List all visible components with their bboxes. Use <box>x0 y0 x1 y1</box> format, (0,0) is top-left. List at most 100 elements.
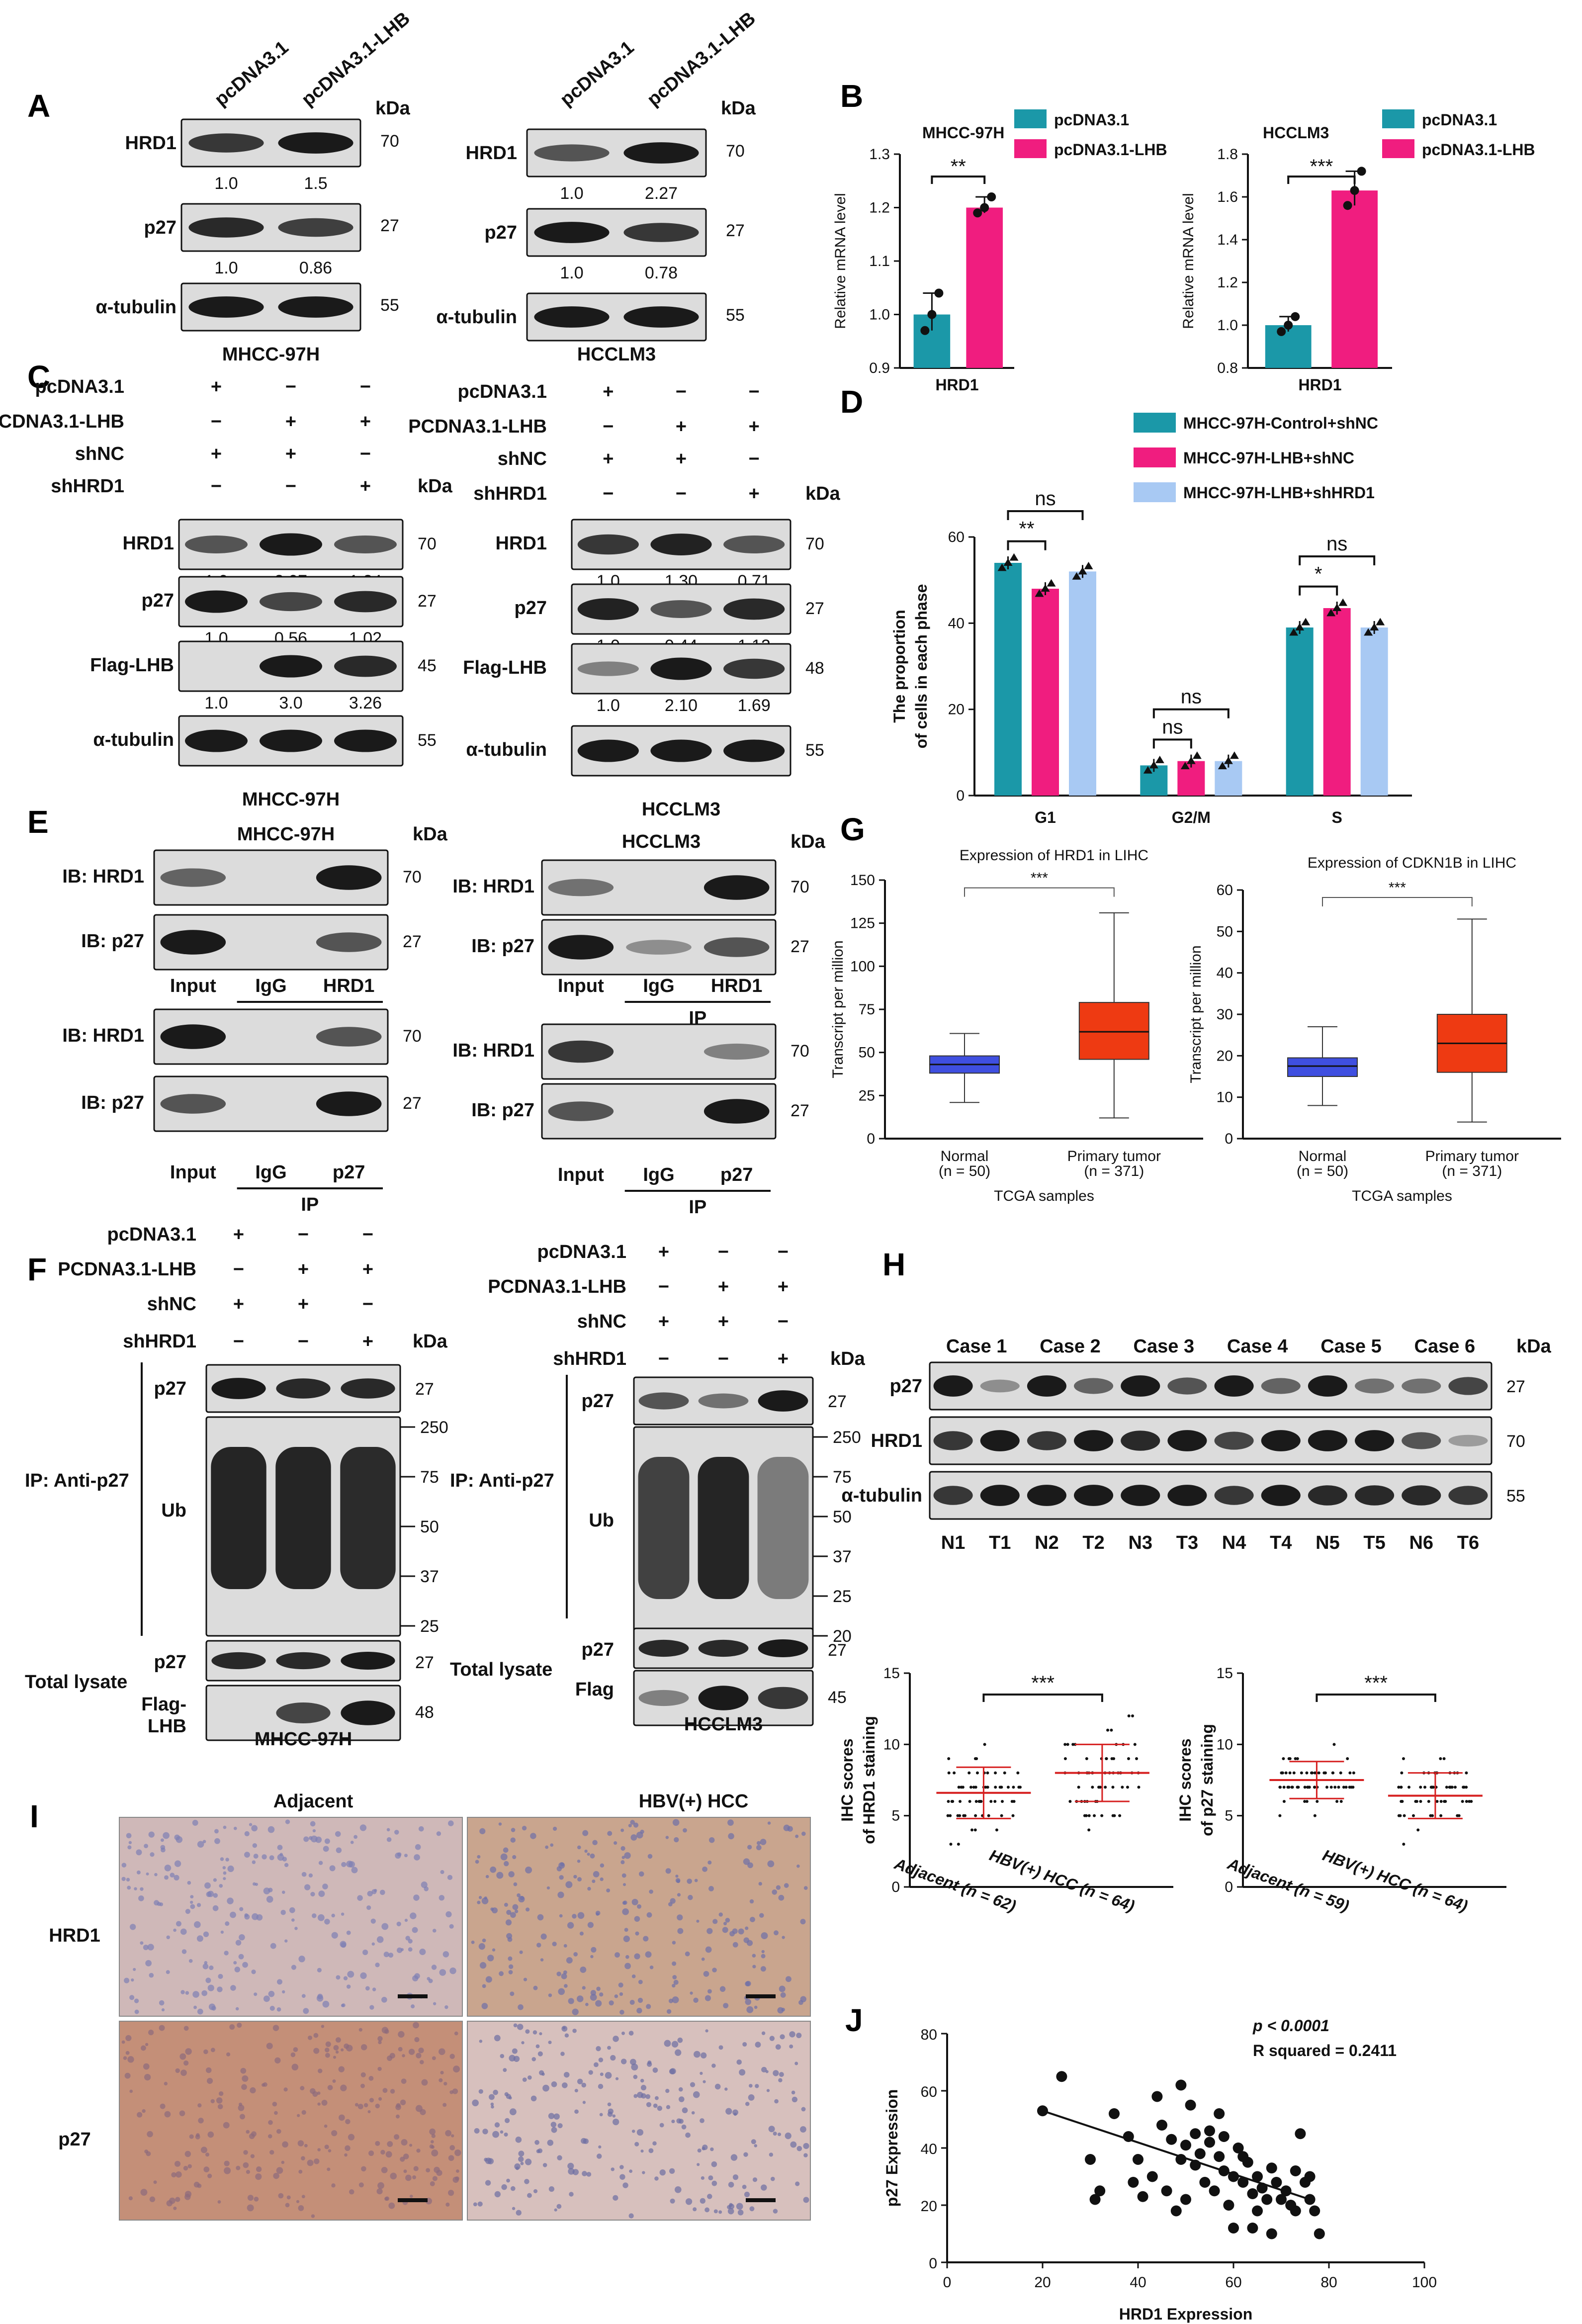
nucleus <box>648 2148 654 2153</box>
y-tick-label: 1.6 <box>1217 189 1238 205</box>
kda-marker: 70 <box>791 1042 809 1061</box>
nucleus <box>590 1994 597 2001</box>
condition-sign: − <box>749 381 760 402</box>
data-point <box>1277 327 1286 336</box>
nucleus <box>724 2087 728 2091</box>
nucleus <box>755 2084 759 2088</box>
nucleus <box>786 1976 791 1982</box>
nucleus <box>618 1982 623 1988</box>
nucleus <box>487 1955 494 1962</box>
nucleus <box>513 2023 518 2028</box>
nucleus <box>558 1988 565 1995</box>
quant-value: 2.27 <box>645 184 678 203</box>
nucleus <box>413 2022 419 2029</box>
nucleus <box>620 1828 624 1832</box>
nucleus <box>520 2161 524 2165</box>
nucleus <box>252 1913 259 1920</box>
nucleus <box>308 1836 313 1840</box>
nucleus <box>613 2036 619 2042</box>
text-line: LHB <box>148 1716 186 1737</box>
nucleus <box>509 2055 516 2061</box>
nucleus <box>751 2139 756 2145</box>
nucleus <box>506 1909 512 1915</box>
data-point <box>968 1800 971 1803</box>
nucleus <box>606 1888 611 1892</box>
nucleus <box>196 2133 200 2137</box>
data-point <box>1266 2228 1277 2239</box>
nucleus <box>408 1947 413 1952</box>
condition-sign: + <box>362 1259 373 1280</box>
nucleus <box>204 1961 208 1965</box>
nucleus <box>371 1942 375 1946</box>
blot-band <box>1027 1375 1066 1397</box>
ip-side-label: IP: Anti-p27 <box>25 1470 129 1491</box>
nucleus <box>665 1868 671 1874</box>
nucleus <box>181 1949 187 1954</box>
nucleus <box>378 2097 382 2101</box>
nucleus <box>477 1900 481 1904</box>
ub-smear <box>638 1457 690 1599</box>
blot-row-label: α-tubulin <box>466 739 547 760</box>
nucleus <box>628 2213 634 2219</box>
condition-sign: + <box>603 381 614 402</box>
nucleus <box>557 2123 563 2129</box>
nucleus <box>500 2054 505 2058</box>
data-point <box>1364 628 1373 636</box>
y-tick-label: 1.8 <box>1217 146 1238 163</box>
nucleus <box>138 1895 144 1901</box>
nucleus <box>738 1928 744 1935</box>
nucleus <box>341 1862 347 1868</box>
data-point <box>1282 1800 1286 1803</box>
data-point <box>1400 1786 1403 1789</box>
quant-value: 1.0 <box>214 174 238 193</box>
nucleus <box>179 2053 186 2060</box>
case-label: Case 4 <box>1227 1336 1288 1357</box>
nucleus <box>640 2078 644 2083</box>
data-point <box>1035 589 1044 597</box>
nucleus <box>412 1927 418 1933</box>
nucleus <box>350 1840 354 1844</box>
nucleus <box>598 2145 602 2149</box>
data-point <box>1297 1786 1300 1789</box>
nucleus <box>197 2008 203 2015</box>
nucleus <box>512 2207 516 2210</box>
nucleus <box>491 2105 494 2109</box>
nucleus <box>796 1864 800 1868</box>
significance-bracket <box>1152 738 1192 749</box>
nucleus <box>783 1824 790 1831</box>
y-axis-title: IHC scores of p27 staining <box>1176 1724 1216 1836</box>
nucleus <box>202 1840 206 1844</box>
kda-marker: 27 <box>415 1653 434 1672</box>
data-point <box>1278 1814 1282 1817</box>
data-point <box>1339 1771 1342 1775</box>
data-point <box>974 1800 978 1803</box>
nucleus <box>640 2149 644 2153</box>
nucleus <box>416 2053 422 2058</box>
nucleus <box>647 1854 653 1859</box>
nucleus <box>154 1873 158 1877</box>
nucleus <box>527 2193 532 2198</box>
nucleus <box>324 1918 330 1925</box>
blot-band <box>160 1094 226 1114</box>
panel-label-D: D <box>840 384 863 420</box>
blot-band <box>723 739 785 762</box>
data-point <box>1291 312 1300 321</box>
nucleus <box>322 2000 330 2008</box>
cell-line-label: MHCC-97H <box>242 789 340 810</box>
nucleus <box>239 1934 245 1941</box>
nucleus <box>121 1863 127 1868</box>
nucleus <box>499 1971 504 1976</box>
data-point <box>958 1800 962 1803</box>
nucleus <box>649 1889 653 1894</box>
data-point <box>1077 1786 1080 1789</box>
nucleus <box>183 2026 189 2031</box>
panel-label-I: I <box>30 1798 39 1834</box>
nucleus <box>631 2063 638 2071</box>
nucleus <box>160 1838 164 1842</box>
nucleus <box>388 2202 395 2209</box>
nucleus <box>518 2004 524 2010</box>
significance-bracket <box>964 887 1115 897</box>
nucleus <box>286 2195 291 2200</box>
nucleus <box>318 1861 323 1865</box>
nucleus <box>402 2054 405 2057</box>
